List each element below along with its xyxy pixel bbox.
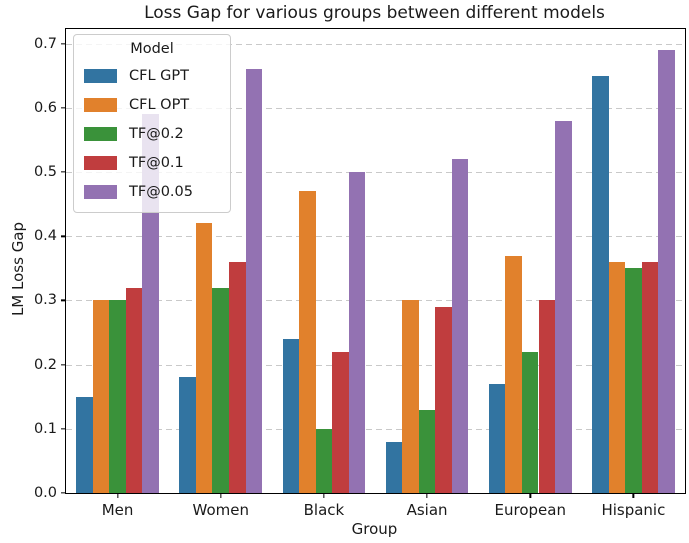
gridline-y-0.1 (66, 428, 685, 430)
bar-tf-0-1-men (125, 287, 143, 493)
legend-swatch-icon (84, 97, 117, 112)
gridline-y-0.4 (66, 236, 685, 238)
legend-swatch-icon (84, 68, 117, 83)
bar-tf-0-05-women (245, 69, 262, 493)
gridline-y-0.5 (66, 172, 685, 174)
x-tick-label-women: Women (192, 501, 249, 519)
y-tick-mark-0.0 (61, 492, 66, 494)
bar-tf-0-05-hispanic (658, 50, 675, 493)
legend-entry-cfl-opt: CFL OPT (82, 90, 222, 119)
x-tick-mark-asian (426, 493, 428, 498)
y-tick-label-0.5: 0.5 (33, 164, 57, 181)
x-tick-label-asian: Asian (406, 501, 448, 519)
bar-cfl-gpt-hispanic (592, 75, 609, 493)
x-tick-mark-hispanic (632, 493, 635, 498)
bar-tf-0-2-men (109, 300, 126, 493)
y-tick-mark-0.1 (61, 428, 66, 430)
y-tick-mark-0.2 (61, 363, 66, 366)
chart-title: Loss Gap for various groups between diff… (144, 3, 605, 23)
bar-cfl-gpt-men (76, 396, 93, 493)
legend-rows: CFL GPT CFL OPT TF@0.2 TF@0.1 TF@0.05 (82, 61, 222, 206)
bar-cfl-opt-women (195, 223, 213, 493)
bar-tf-0-2-european (521, 351, 539, 493)
gridline-y-0.3 (66, 300, 685, 302)
x-tick-label-hispanic: Hispanic (601, 501, 666, 519)
legend-entry-cfl-gpt: CFL GPT (82, 61, 222, 90)
bar-tf-0-1-hispanic (641, 261, 659, 493)
legend-label: CFL OPT (129, 96, 190, 113)
bar-cfl-opt-men (92, 300, 110, 493)
bar-cfl-opt-black (299, 191, 316, 493)
y-tick-mark-0.6 (61, 107, 66, 109)
plot-area: Model CFL GPT CFL OPT TF@0.2 TF@0.1 TF@0.05 … (34, 28, 686, 519)
legend-swatch-icon (84, 184, 117, 199)
bar-tf-0-05-european (555, 120, 572, 493)
bar-cfl-gpt-european (488, 383, 506, 493)
x-tick-label-men: Men (101, 501, 134, 519)
y-tick-label-0.3: 0.3 (33, 292, 57, 309)
bar-tf-0-2-black (315, 428, 333, 493)
bar-tf-0-2-hispanic (625, 268, 642, 493)
legend-entry-tf-0-05: TF@0.05 (82, 177, 222, 206)
x-tick-mark-men (116, 493, 119, 498)
legend-label: TF@0.1 (129, 154, 184, 171)
bar-tf-0-1-women (229, 261, 246, 493)
y-tick-mark-0.4 (61, 235, 66, 237)
x-tick-label-european: European (494, 501, 566, 519)
gridline-y-0.6 (66, 107, 685, 109)
bar-tf-0-2-women (212, 287, 229, 493)
y-tick-label-0.1: 0.1 (33, 420, 57, 437)
bar-tf-0-05-black (348, 172, 366, 493)
legend-title: Model (130, 41, 174, 57)
bar-tf-0-1-european (538, 300, 555, 493)
legend-swatch-icon (84, 155, 117, 170)
x-tick-mark-women (220, 493, 222, 498)
y-tick-label-0.6: 0.6 (33, 99, 57, 116)
bar-tf-0-1-black (332, 351, 349, 493)
y-tick-label-0.2: 0.2 (33, 356, 57, 373)
legend-entry-tf-0-2: TF@0.2 (82, 119, 222, 148)
x-axis-label: Group (351, 520, 398, 538)
y-axis-label: LM Loss Gap (9, 221, 27, 317)
x-tick-mark-european (529, 493, 531, 498)
legend-label: TF@0.05 (129, 183, 193, 200)
legend-label: TF@0.2 (129, 125, 184, 142)
bar-cfl-gpt-black (282, 338, 300, 493)
bar-tf-0-2-asian (418, 409, 436, 493)
y-tick-label-0.4: 0.4 (33, 228, 57, 245)
bar-cfl-opt-hispanic (608, 261, 626, 493)
bar-cfl-opt-european (505, 255, 522, 493)
bar-cfl-gpt-asian (385, 441, 403, 493)
x-tick-mark-black (323, 493, 325, 498)
y-tick-label-0.0: 0.0 (33, 485, 57, 501)
y-tick-mark-0.5 (61, 171, 66, 173)
y-tick-mark-0.7 (61, 43, 66, 45)
bar-tf-0-05-asian (451, 159, 469, 493)
legend-swatch-icon (84, 126, 117, 141)
bar-tf-0-1-asian (435, 306, 452, 493)
legend: Model CFL GPT CFL OPT TF@0.2 TF@0.1 TF@0.05 (73, 34, 231, 213)
y-tick-mark-0.3 (61, 299, 66, 302)
bar-cfl-gpt-women (179, 377, 196, 493)
y-tick-label-0.7: 0.7 (33, 35, 57, 52)
legend-entry-tf-0-1: TF@0.1 (82, 148, 222, 177)
gridline-y-0.2 (66, 364, 685, 366)
legend-label: CFL GPT (129, 67, 189, 84)
bar-cfl-opt-asian (402, 300, 419, 493)
gridline-y-0.7 (66, 43, 685, 45)
x-tick-label-black: Black (303, 501, 345, 519)
